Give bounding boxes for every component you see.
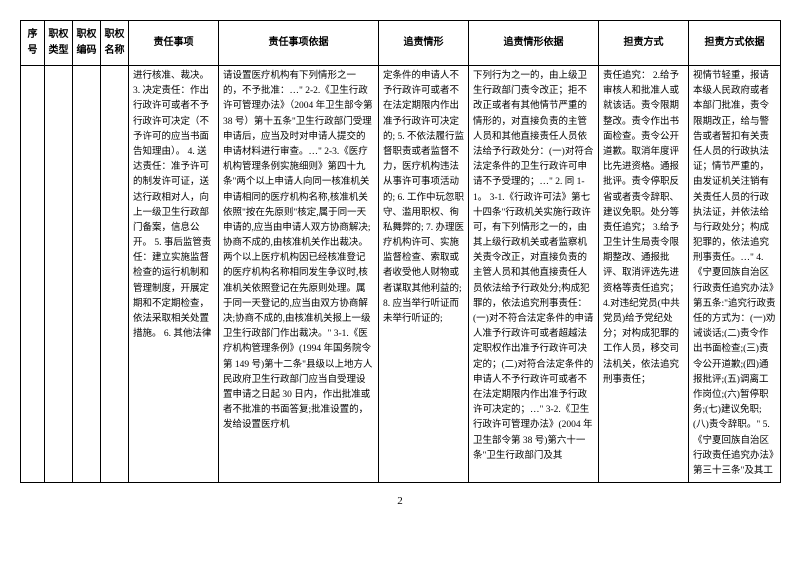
- header-account: 追责情形: [379, 21, 469, 66]
- cell-seq: [21, 66, 45, 483]
- header-type: 职权类型: [45, 21, 73, 66]
- cell-method-basis: 视情节轻重，报请本级人民政府或者本部门批准，责令限期改正，给与警告或者暂扣有关责…: [689, 66, 781, 483]
- header-duty: 责任事项: [129, 21, 219, 66]
- cell-account-basis: 下列行为之一的，由上级卫生行政部门责令改正；拒不改正或者有其他情节严重的情形的，…: [469, 66, 599, 483]
- header-method: 担责方式: [599, 21, 689, 66]
- cell-name: [101, 66, 129, 483]
- header-basis: 责任事项依据: [219, 21, 379, 66]
- cell-basis: 请设置医疗机构有下列情形之一的，不予批准：…" 2-2.《卫生行政许可管理办法》…: [219, 66, 379, 483]
- cell-method: 责任追究： 2.给予审核人和批准人或就该话。责令限期整改。责令作出书面检查。责令…: [599, 66, 689, 483]
- document-page: 序号 职权类型 职权编码 职权名称 责任事项 责任事项依据 追责情形 追责情形依…: [20, 20, 780, 507]
- table-row: 进行核准、裁决。 3. 决定责任：作出行政许可或者不予行政许可决定（不予许可的应…: [21, 66, 781, 483]
- cell-type: [45, 66, 73, 483]
- cell-code: [73, 66, 101, 483]
- cell-account: 定条件的申请人不予行政许可或者不在法定期限内作出准予行政许可决定的; 5. 不依…: [379, 66, 469, 483]
- regulation-table: 序号 职权类型 职权编码 职权名称 责任事项 责任事项依据 追责情形 追责情形依…: [20, 20, 781, 483]
- header-name: 职权名称: [101, 21, 129, 66]
- cell-duty: 进行核准、裁决。 3. 决定责任：作出行政许可或者不予行政许可决定（不予许可的应…: [129, 66, 219, 483]
- table-header-row: 序号 职权类型 职权编码 职权名称 责任事项 责任事项依据 追责情形 追责情形依…: [21, 21, 781, 66]
- page-number: 2: [20, 495, 780, 507]
- header-method-basis: 担责方式依据: [689, 21, 781, 66]
- header-seq: 序号: [21, 21, 45, 66]
- header-code: 职权编码: [73, 21, 101, 66]
- header-account-basis: 追责情形依据: [469, 21, 599, 66]
